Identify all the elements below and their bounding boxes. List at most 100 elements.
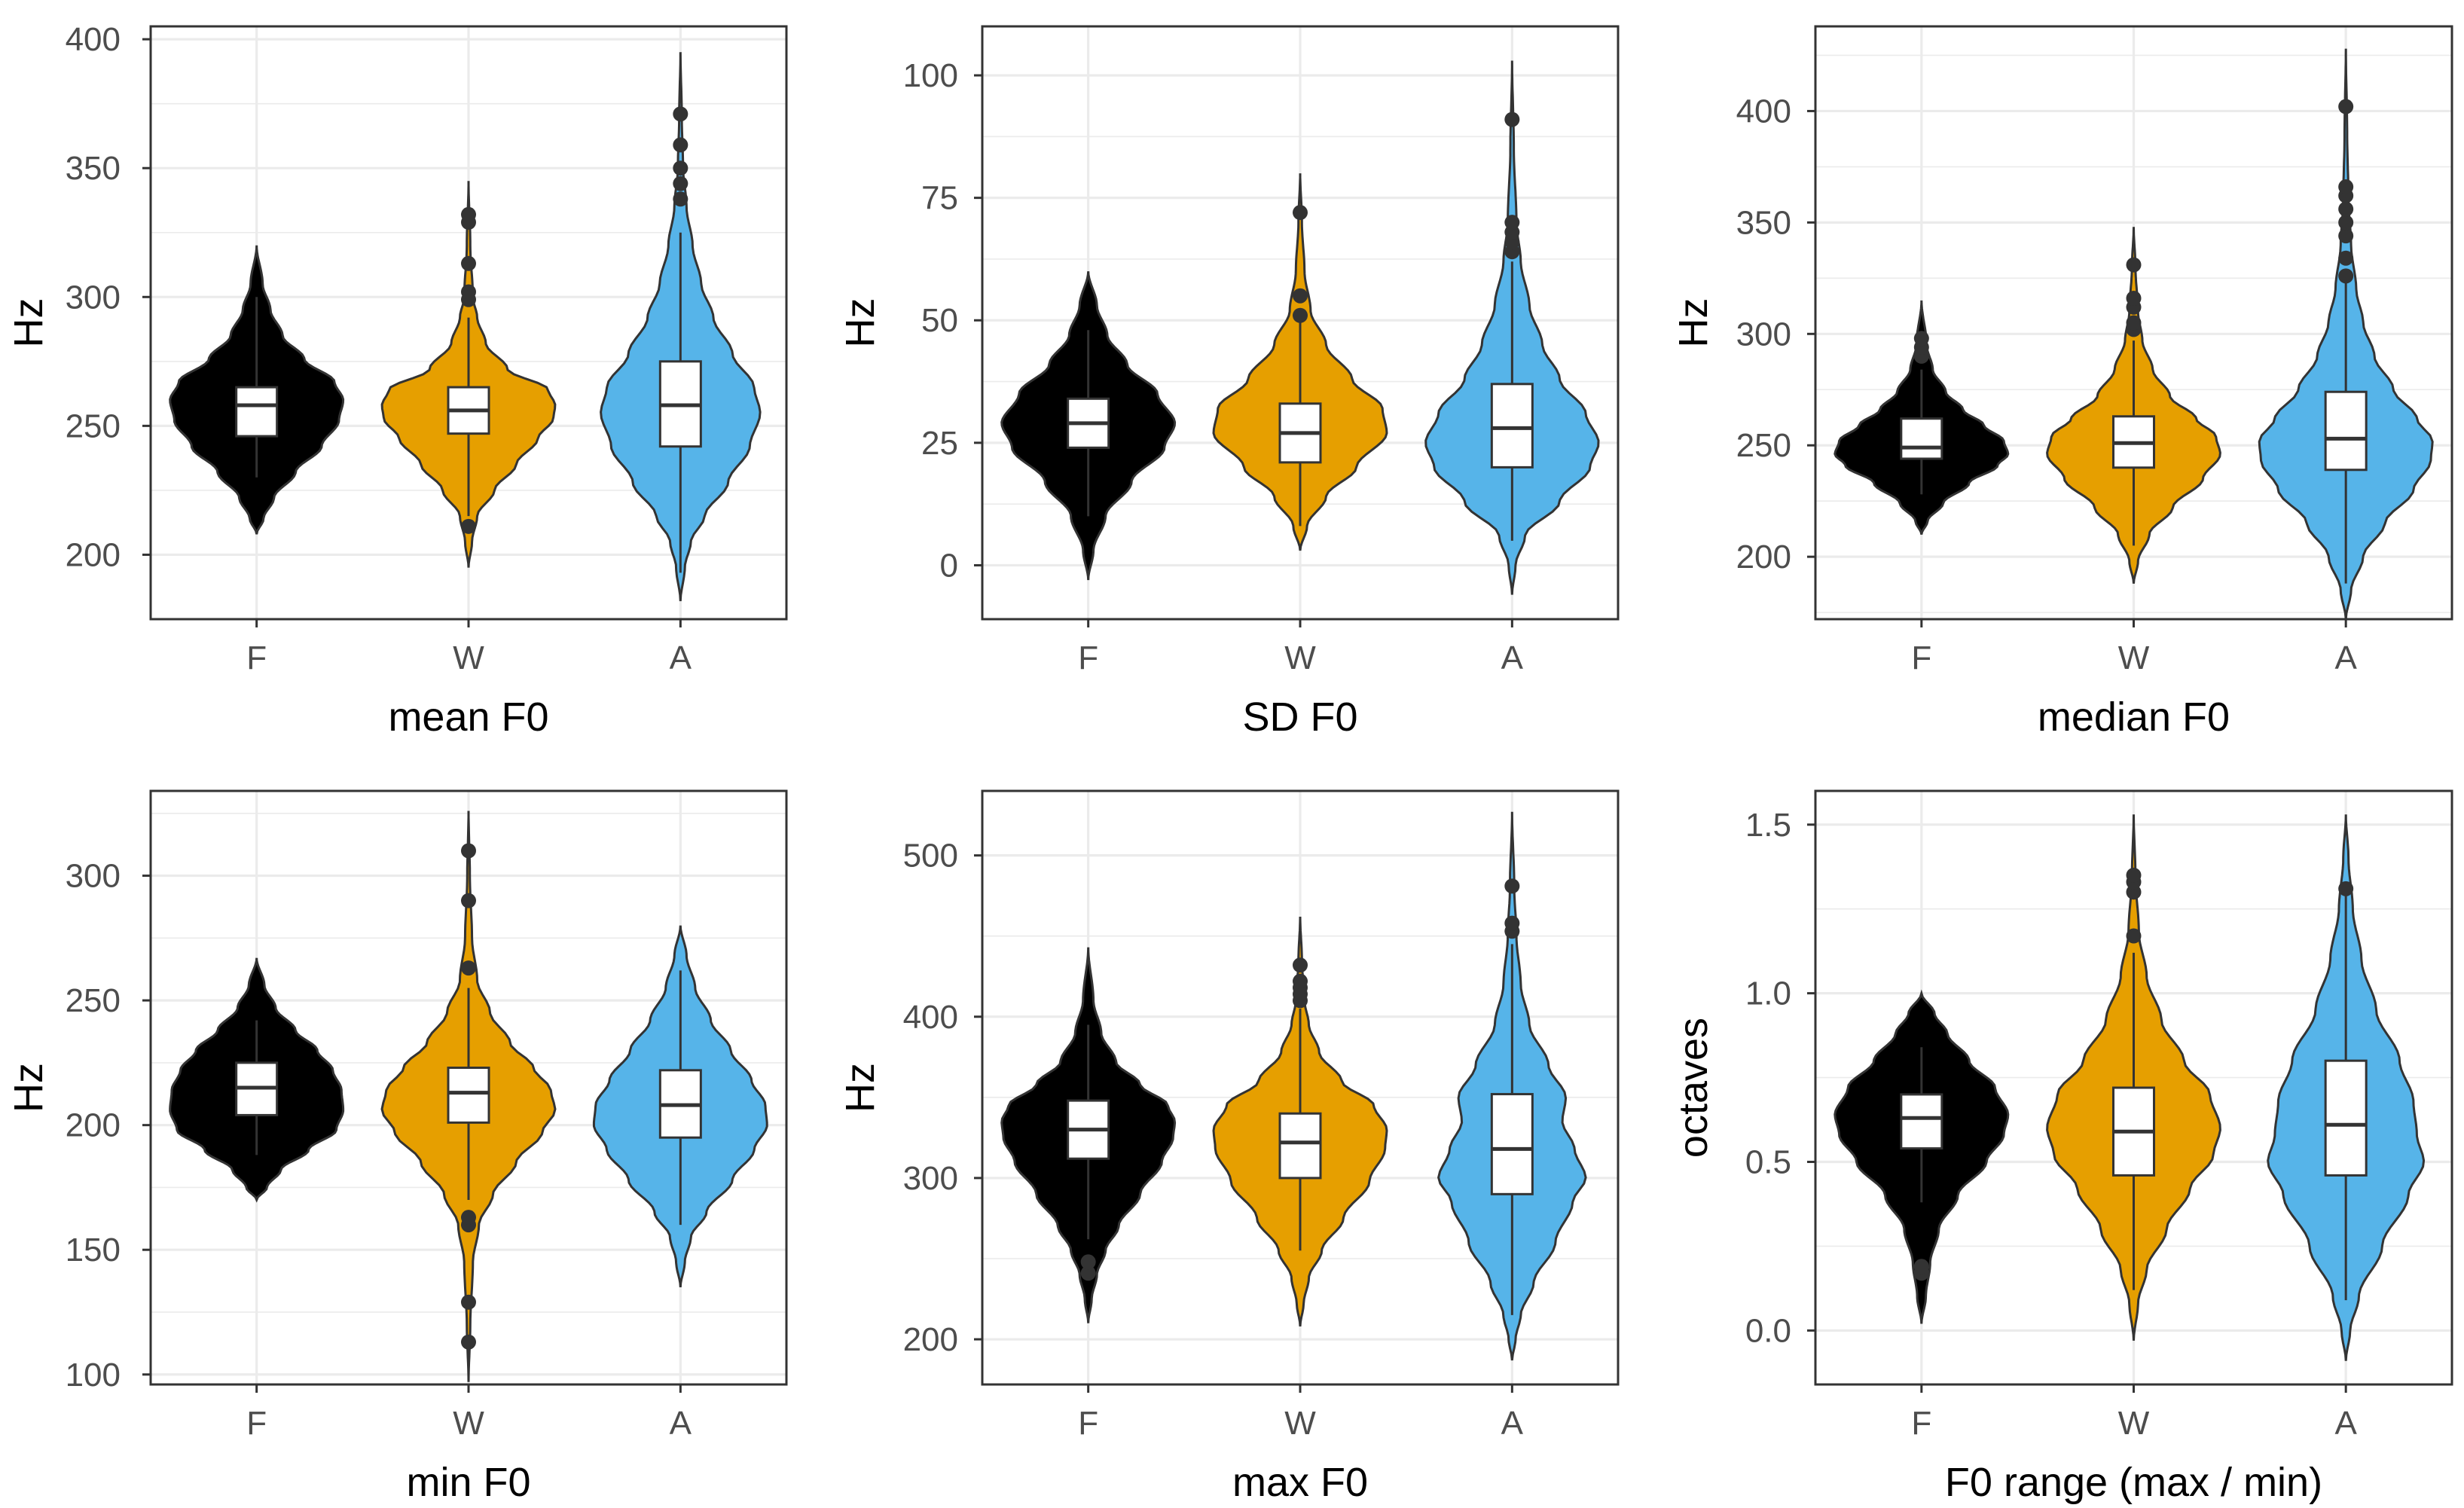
outlier-point	[461, 518, 476, 534]
violin-group-A	[1437, 811, 1587, 1361]
violin-group-W	[1212, 173, 1388, 551]
violin-group-A	[592, 925, 768, 1288]
x-tick-label: F	[1911, 640, 1931, 676]
outlier-point	[1504, 915, 1520, 931]
y-tick-label: 250	[1736, 427, 1791, 464]
y-tick-label: 0.5	[1745, 1144, 1791, 1181]
outlier-point	[2126, 928, 2142, 944]
outlier-point	[461, 1334, 476, 1350]
outlier-point	[1504, 111, 1520, 127]
y-tick-label: 400	[1736, 93, 1791, 130]
x-tick-label: A	[1501, 640, 1524, 676]
box-F	[1900, 1093, 1943, 1150]
outlier-point	[1913, 331, 1929, 346]
outlier-point	[1293, 957, 1308, 973]
outlier-point	[1293, 973, 1308, 989]
y-tick-label: 250	[66, 982, 121, 1019]
box-A	[1490, 1093, 1534, 1195]
x-tick-label: F	[1911, 1405, 1931, 1442]
y-axis-title: Hz	[6, 298, 51, 348]
violin-group-W	[380, 181, 557, 568]
violin-group-F	[169, 957, 345, 1203]
violin-group-F	[1000, 271, 1177, 581]
violin-group-F	[1833, 989, 2010, 1324]
y-tick-label: 350	[1736, 204, 1791, 241]
y-tick-label: 75	[921, 180, 958, 217]
violin-group-A	[1424, 60, 1600, 595]
x-axis-title: mean F0	[388, 694, 548, 740]
y-tick-label: 250	[66, 408, 121, 444]
x-axis-title: SD F0	[1242, 694, 1357, 740]
violin-group-W	[2046, 814, 2221, 1341]
y-tick-label: 300	[66, 858, 121, 895]
outlier-point	[2338, 179, 2354, 195]
x-tick-label: W	[453, 1405, 484, 1442]
violin-group-A	[2258, 48, 2434, 620]
x-tick-label: A	[670, 640, 692, 676]
x-tick-label: W	[1284, 1405, 1316, 1442]
y-axis-title: octaves	[1671, 1018, 1716, 1158]
y-tick-label: 25	[921, 425, 958, 462]
y-tick-label: 500	[903, 838, 958, 875]
x-tick-label: A	[670, 1405, 692, 1442]
outlier-point	[461, 284, 476, 300]
outlier-point	[2338, 881, 2354, 896]
x-axis-title: min F0	[406, 1460, 530, 1505]
outlier-point	[2338, 228, 2354, 244]
outlier-point	[1293, 288, 1308, 304]
outlier-point	[461, 960, 476, 976]
outlier-point	[461, 1294, 476, 1310]
y-tick-label: 200	[1736, 539, 1791, 575]
x-tick-label: F	[246, 1405, 267, 1442]
y-tick-label: 0.0	[1745, 1312, 1791, 1349]
y-tick-label: 100	[903, 57, 958, 94]
outlier-point	[673, 176, 689, 191]
outlier-point	[673, 137, 689, 153]
violin-group-W	[1212, 916, 1388, 1327]
box-A	[1490, 383, 1534, 469]
x-tick-label: F	[1078, 640, 1098, 676]
y-tick-label: 200	[903, 1321, 958, 1358]
box-F	[235, 386, 279, 438]
y-axis-title: Hz	[838, 298, 883, 348]
outlier-point	[1080, 1254, 1096, 1270]
x-axis-title: median F0	[2038, 694, 2230, 740]
outlier-point	[1913, 1259, 1929, 1274]
x-tick-label: W	[2118, 1405, 2150, 1442]
x-tick-label: F	[246, 640, 267, 676]
violin-group-F	[169, 245, 345, 535]
outlier-point	[673, 160, 689, 176]
outlier-point	[2126, 257, 2142, 273]
box-W	[1278, 1112, 1322, 1180]
x-tick-label: W	[1284, 640, 1316, 676]
outlier-point	[1293, 307, 1308, 323]
y-tick-label: 1.0	[1745, 975, 1791, 1012]
outlier-point	[461, 255, 476, 271]
y-tick-label: 300	[66, 279, 121, 316]
box-F	[1900, 417, 1943, 460]
outlier-point	[461, 206, 476, 222]
y-tick-label: 350	[66, 150, 121, 187]
chart-panel-2: 0 25 50 75 100 F W A SD F0 Hz	[838, 25, 1620, 740]
y-tick-label: 100	[66, 1357, 121, 1394]
outlier-point	[461, 893, 476, 908]
outlier-point	[2338, 215, 2354, 230]
x-tick-label: A	[2334, 640, 2357, 676]
violin-group-A	[2267, 814, 2426, 1361]
y-tick-label: 0	[940, 547, 958, 584]
y-axis-title: Hz	[1671, 298, 1716, 348]
y-tick-label: 300	[903, 1160, 958, 1197]
outlier-point	[1293, 205, 1308, 221]
box-W	[447, 1067, 490, 1124]
outlier-point	[1080, 1265, 1096, 1281]
x-tick-label: A	[1501, 1405, 1524, 1442]
outlier-point	[1504, 215, 1520, 230]
violin-group-F	[1000, 947, 1177, 1323]
outlier-point	[673, 106, 689, 122]
outlier-point	[2338, 201, 2354, 217]
violin-group-W	[380, 810, 557, 1382]
x-axis-title: F0 range (max / min)	[1945, 1460, 2322, 1505]
violin-group-F	[1833, 300, 2010, 535]
